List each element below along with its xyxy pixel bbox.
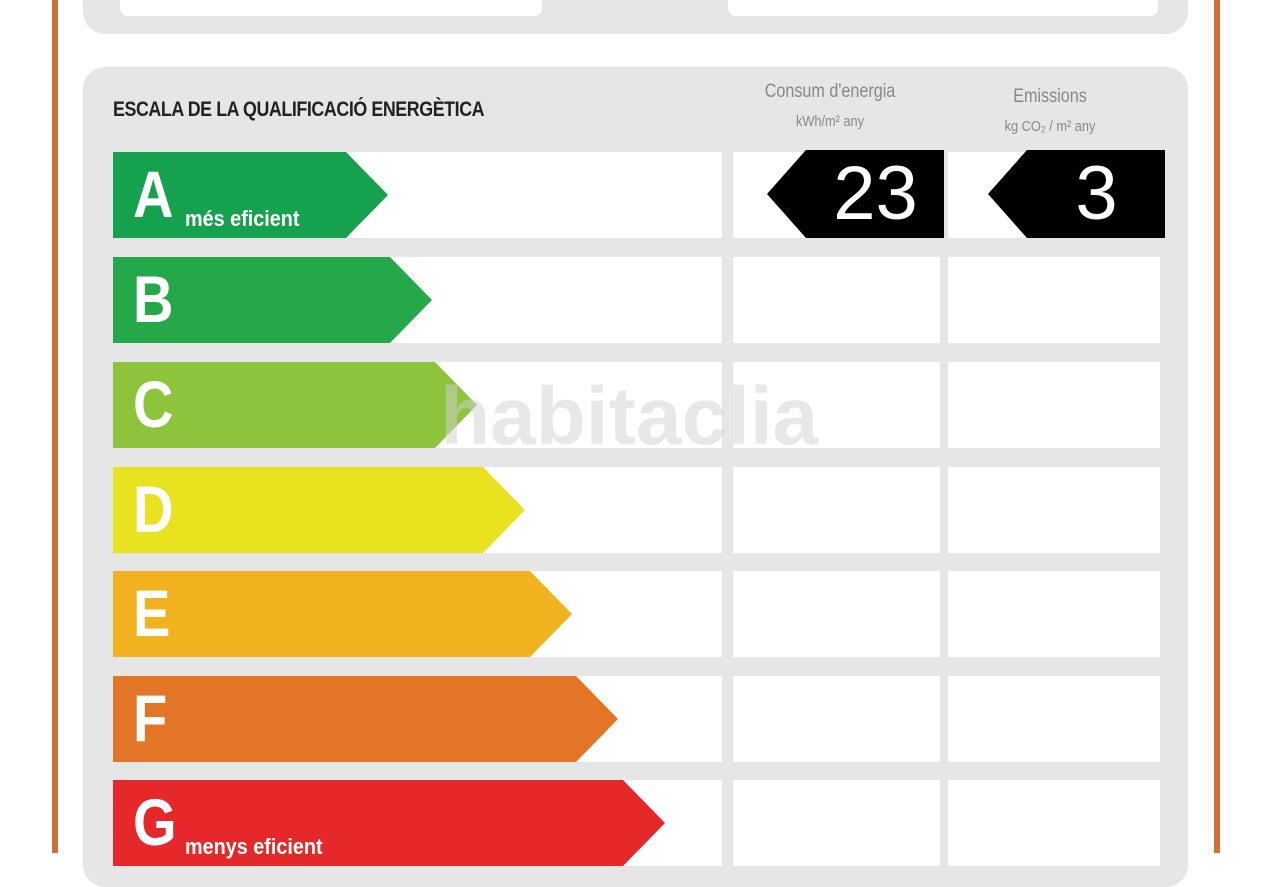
consum-cell	[733, 571, 940, 657]
consum-cell	[733, 780, 940, 866]
consum-cell	[733, 257, 940, 343]
rating-bar-c: C	[113, 362, 477, 448]
consum-label: Consum d'energia	[764, 81, 896, 102]
emissions-label: Emissions	[1013, 86, 1087, 107]
emissions-cell	[948, 571, 1160, 657]
rating-bar-e: E	[113, 571, 572, 657]
rating-letter: B	[133, 262, 174, 336]
emissions-header: Emissions kg CO₂ / m² any	[969, 82, 1131, 142]
rating-bar-b: B	[113, 257, 432, 343]
scale-title: ESCALA DE LA QUALIFICACIÓ ENERGÈTICA	[113, 98, 485, 121]
rating-label: més eficient	[185, 206, 300, 231]
header-field-left	[120, 0, 542, 16]
rating-letter: F	[133, 681, 168, 755]
rating-label: menys eficient	[185, 834, 323, 859]
rating-letter: G	[133, 785, 177, 859]
header-panel	[83, 0, 1188, 34]
right-border	[1214, 0, 1220, 853]
emissions-cell	[948, 676, 1160, 762]
rating-letter: A	[133, 157, 174, 231]
emissions-unit: kg CO₂ / m² any	[1004, 118, 1096, 135]
rating-bar-d: D	[113, 467, 525, 553]
rating-letter: C	[133, 367, 174, 441]
watermark: habitaclia	[440, 371, 819, 462]
consum-unit: kWh/m² any	[795, 113, 864, 130]
emissions-value-arrow: 3	[988, 150, 1165, 238]
emissions-cell	[948, 780, 1160, 866]
emissions-value: 3	[1075, 151, 1118, 236]
header-field-right	[728, 0, 1158, 16]
rating-bar-f: F	[113, 676, 618, 762]
consum-cell	[733, 467, 940, 553]
consum-cell	[733, 362, 940, 448]
consum-header: Consum d'energia kWh/m² any	[749, 77, 911, 137]
emissions-cell	[948, 362, 1160, 448]
left-border	[52, 0, 58, 853]
rating-letter: D	[133, 472, 174, 546]
rating-letter: E	[133, 576, 171, 650]
consum-value-arrow: 23	[767, 150, 944, 238]
emissions-cell	[948, 257, 1160, 343]
consum-value: 23	[833, 151, 918, 236]
consum-cell	[733, 676, 940, 762]
emissions-cell	[948, 467, 1160, 553]
